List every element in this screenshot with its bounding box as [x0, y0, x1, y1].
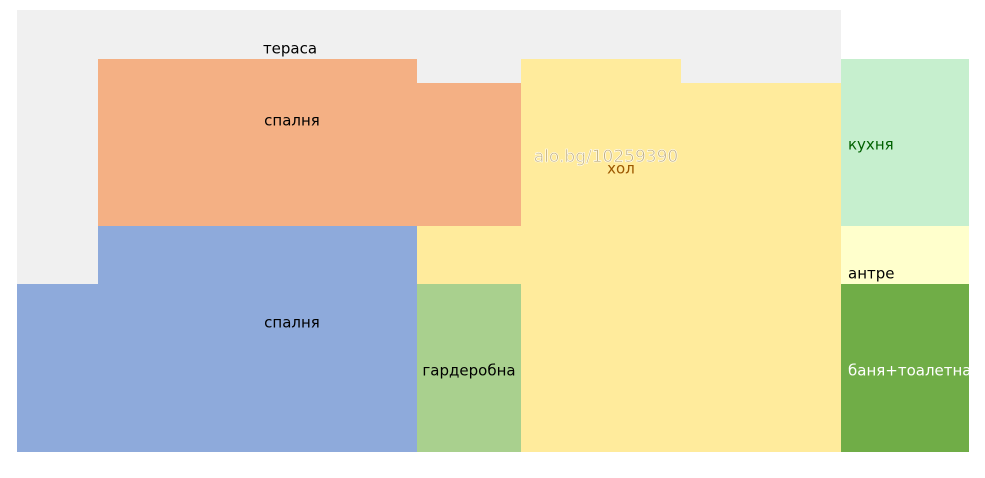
watermark: alo.bg/10259390: [534, 147, 678, 167]
wardrobe: [417, 284, 521, 452]
room-label: гардеробна: [422, 362, 515, 380]
hall: [417, 59, 841, 452]
kitchen: [841, 59, 969, 226]
room-label: спалня: [264, 314, 320, 332]
bathroom: [841, 284, 969, 452]
bedroom-1: [98, 59, 521, 226]
entrance: [841, 226, 969, 284]
room-label: баня+тоалетна: [848, 362, 972, 380]
room-label: антре: [848, 265, 895, 283]
room-label: кухня: [848, 136, 894, 154]
room-label: спалня: [264, 112, 320, 130]
room-label: тераса: [263, 40, 317, 58]
room-label: хол: [607, 160, 635, 178]
bedroom-2: [17, 226, 417, 452]
